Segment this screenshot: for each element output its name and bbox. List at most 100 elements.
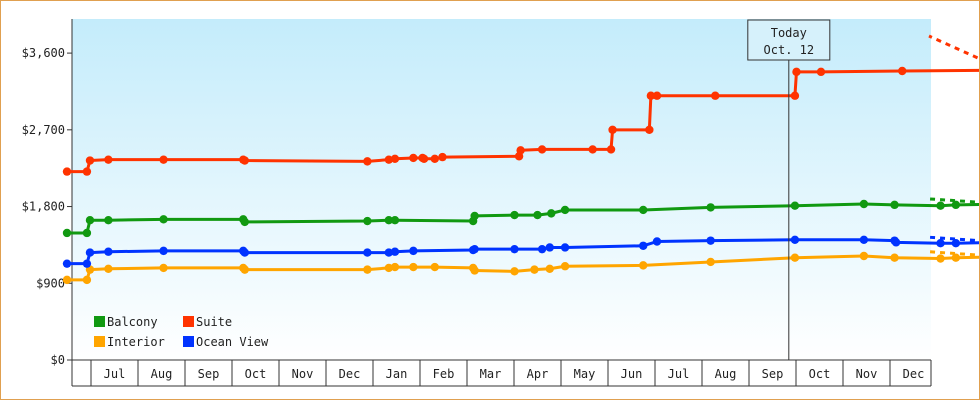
today-marker-label: Today <box>771 26 807 40</box>
data-point <box>890 253 899 262</box>
today-marker-box <box>747 19 831 61</box>
data-point <box>606 145 616 154</box>
x-tick-label: Apr <box>527 367 549 381</box>
legend-label: Suite <box>196 315 232 329</box>
data-point <box>104 264 113 273</box>
data-point <box>384 215 394 225</box>
data-point <box>890 200 899 210</box>
forecast-line-interior <box>928 250 979 257</box>
x-tick-label: Jul <box>668 367 690 381</box>
y-tick-label: $3,600 <box>22 46 65 60</box>
data-point <box>438 152 447 162</box>
data-point <box>82 167 92 176</box>
data-point <box>240 265 249 274</box>
data-point <box>706 203 715 212</box>
x-tick-label: Mar <box>480 367 502 381</box>
y-tick-label: $900 <box>36 276 65 290</box>
data-point <box>363 248 372 257</box>
series-line-suite <box>67 68 979 174</box>
data-point <box>510 267 519 276</box>
data-point <box>859 251 869 261</box>
data-point <box>608 125 617 135</box>
data-point <box>104 155 113 164</box>
data-point <box>409 262 418 272</box>
data-point <box>891 238 901 247</box>
data-point <box>639 241 648 250</box>
data-point <box>706 257 715 267</box>
data-point <box>82 259 92 268</box>
data-point <box>430 154 439 164</box>
x-tick-label: Sep <box>198 367 220 381</box>
x-tick-label: Feb <box>433 367 455 381</box>
data-point <box>645 125 654 135</box>
x-tick-label: Nov <box>856 367 878 381</box>
data-point <box>859 199 869 209</box>
data-point <box>430 262 439 272</box>
data-point <box>545 243 554 252</box>
data-point <box>85 248 95 257</box>
data-point <box>62 228 72 238</box>
data-point <box>390 215 400 225</box>
x-tick-label: Aug <box>715 367 737 381</box>
legend-label: Interior <box>107 335 165 349</box>
data-point <box>516 146 525 155</box>
data-point <box>639 261 648 270</box>
data-point <box>859 235 869 244</box>
data-point <box>711 91 720 100</box>
data-point <box>898 66 907 76</box>
data-point <box>159 263 168 273</box>
x-tick-label: Jun <box>621 367 643 381</box>
data-point <box>790 235 800 244</box>
data-point <box>951 253 961 262</box>
x-tick-label: Nov <box>292 367 314 381</box>
x-tick-label: Jul <box>104 367 126 381</box>
data-point <box>951 200 961 210</box>
data-point <box>62 259 72 268</box>
legend-swatch <box>94 336 105 347</box>
data-point <box>240 217 249 227</box>
data-point <box>82 275 92 285</box>
data-point <box>390 247 400 256</box>
forecast-line-suite <box>928 34 979 61</box>
data-point <box>530 265 539 274</box>
data-point <box>816 67 826 77</box>
data-point <box>547 209 556 218</box>
data-point <box>363 265 372 274</box>
forecast-line-ocean-view <box>928 235 979 243</box>
data-point <box>419 154 429 164</box>
data-point <box>639 205 648 215</box>
data-point <box>790 253 800 262</box>
data-point <box>706 236 715 245</box>
data-point <box>792 67 801 77</box>
data-point <box>409 153 418 163</box>
data-point <box>537 244 547 254</box>
data-point <box>510 244 519 254</box>
data-point <box>510 210 519 220</box>
data-point <box>384 248 394 257</box>
legend-swatch <box>94 316 105 327</box>
x-tick-label: Oct <box>245 367 267 381</box>
y-tick-label: $1,800 <box>22 200 65 214</box>
data-point <box>159 246 168 256</box>
data-point <box>790 91 800 100</box>
data-point <box>409 246 418 256</box>
data-point <box>85 215 95 225</box>
data-point <box>537 145 547 154</box>
data-point <box>588 145 597 154</box>
plot-area <box>72 19 931 360</box>
data-point <box>363 157 372 166</box>
x-tick-label: Dec <box>903 367 925 381</box>
data-point <box>545 264 554 273</box>
data-point <box>62 275 72 285</box>
today-marker-date: Oct. 12 <box>764 43 815 57</box>
data-point <box>646 91 656 100</box>
x-tick-label: May <box>574 367 596 381</box>
y-tick-label: $2,700 <box>22 123 65 137</box>
data-point <box>533 210 542 220</box>
data-point <box>384 155 394 164</box>
data-point <box>936 201 945 210</box>
data-point <box>85 156 95 165</box>
data-point <box>104 247 113 256</box>
data-point <box>790 201 800 210</box>
